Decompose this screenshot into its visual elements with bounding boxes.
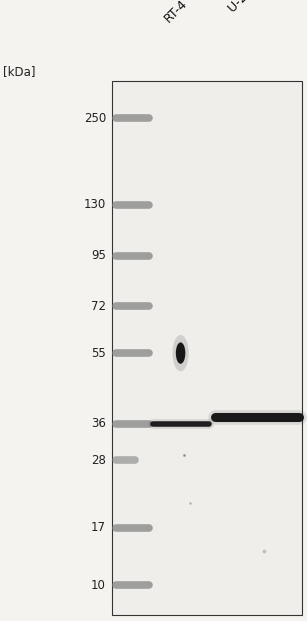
Bar xyxy=(112,81,302,615)
Ellipse shape xyxy=(176,342,185,364)
Text: U-251 MG: U-251 MG xyxy=(226,0,279,16)
Text: 250: 250 xyxy=(84,112,106,125)
Text: RT-4: RT-4 xyxy=(161,0,189,25)
Text: 36: 36 xyxy=(91,417,106,430)
Text: [kDa]: [kDa] xyxy=(3,65,36,78)
Text: 55: 55 xyxy=(91,347,106,360)
Text: 10: 10 xyxy=(91,579,106,592)
Text: 130: 130 xyxy=(84,198,106,211)
Text: 72: 72 xyxy=(91,299,106,312)
Text: 17: 17 xyxy=(91,521,106,534)
Ellipse shape xyxy=(173,335,189,371)
Text: 95: 95 xyxy=(91,250,106,263)
Text: 28: 28 xyxy=(91,454,106,467)
